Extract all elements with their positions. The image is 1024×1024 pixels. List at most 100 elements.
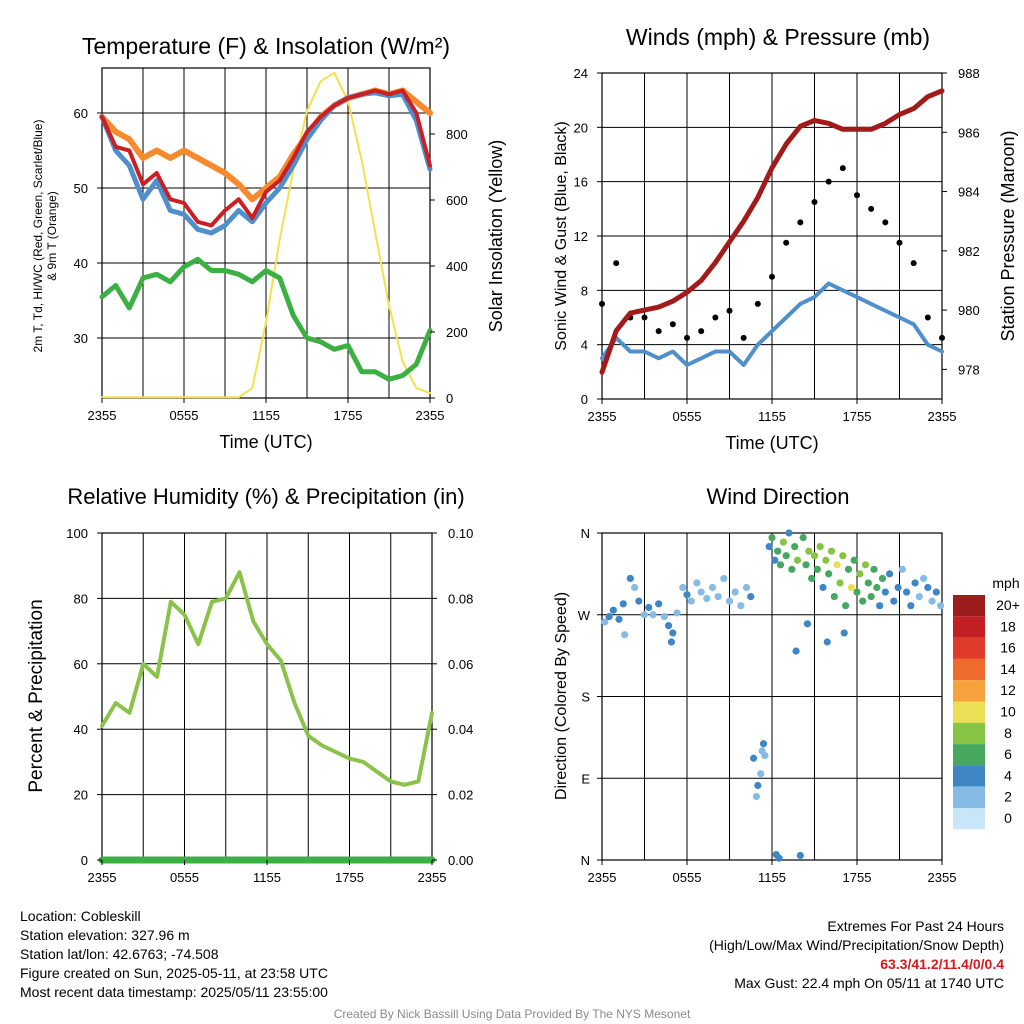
direction-point — [779, 538, 787, 546]
colorbar-label: 6 — [1004, 746, 1012, 762]
gust-point — [825, 178, 832, 185]
y-tick-label: S — [581, 690, 590, 705]
colorbar-label: 20+ — [996, 597, 1020, 613]
direction-point — [757, 770, 765, 778]
gust-point — [783, 239, 790, 246]
y2-tick-label: 986 — [958, 125, 980, 140]
gust-point — [924, 314, 931, 321]
direction-point — [687, 597, 695, 605]
direction-point — [915, 592, 923, 601]
direction-point — [714, 592, 722, 601]
colorbar-label: 18 — [1000, 618, 1016, 634]
colorbar-label: 16 — [1000, 640, 1016, 656]
x-tick-label: 1155 — [253, 870, 281, 885]
y2-tick-label: 984 — [958, 185, 980, 200]
direction-point — [850, 556, 858, 564]
gust-point — [740, 334, 747, 341]
x-tick-label: 0555 — [673, 409, 702, 424]
colorbar-swatch — [953, 595, 985, 617]
colorbar-swatch — [953, 786, 985, 808]
humidity-chart: Relative Humidity (%) & Precipitation (i… — [26, 484, 473, 885]
y2-axis-label: Solar Insolation (Yellow) — [486, 140, 506, 332]
x-tick-label: 2355 — [88, 408, 117, 423]
colorbar-swatch — [953, 722, 985, 745]
chart-title: Wind Direction — [706, 484, 849, 509]
direction-point — [810, 552, 819, 560]
colorbar-swatch — [953, 765, 985, 787]
direction-point — [842, 602, 850, 610]
x-tick-label: 2355 — [928, 409, 957, 424]
direction-point — [708, 583, 717, 592]
direction-point — [601, 618, 609, 626]
direction-point — [747, 592, 755, 601]
colorbar-swatch — [953, 701, 985, 723]
station-info: Location: Cobleskill Station elevation: … — [20, 907, 328, 1002]
y-axis-label: Percent & Precipitation — [26, 599, 47, 792]
colorbar-label: 2 — [1004, 789, 1012, 805]
direction-point — [799, 533, 807, 542]
extremes-panel: Extremes For Past 24 Hours (High/Low/Max… — [709, 917, 1004, 993]
direction-point — [805, 547, 813, 555]
direction-point — [693, 579, 701, 587]
gust-point — [882, 219, 889, 226]
chart-title: Relative Humidity (%) & Precipitation (i… — [67, 484, 464, 509]
direction-point — [859, 597, 867, 605]
y-axis-label: Direction (Colored By Speed) — [553, 592, 570, 800]
y2-tick-label: 982 — [958, 244, 980, 259]
y2-tick-label: 0.06 — [448, 657, 473, 672]
x-tick-label: 1755 — [843, 870, 872, 885]
direction-point — [890, 597, 898, 605]
y2-tick-label: 0.10 — [448, 526, 473, 541]
colorbar-swatch — [953, 658, 985, 681]
direction-point — [731, 588, 739, 596]
chart-title: Winds (mph) & Pressure (mb) — [626, 24, 930, 50]
direction-point — [720, 574, 728, 583]
y-tick-label: 30 — [74, 331, 88, 346]
y-tick-label: N — [581, 853, 590, 868]
y-tick-label: 8 — [581, 283, 588, 298]
direction-point — [752, 792, 761, 801]
direction-point — [861, 561, 870, 569]
x-tick-label: 2355 — [588, 870, 617, 885]
direction-point — [833, 561, 841, 569]
y-tick-label: 0 — [581, 392, 588, 407]
credit-line: Created By Nick Bassill Using Data Provi… — [333, 1007, 691, 1021]
series-line-humidity — [100, 570, 434, 787]
direction-point — [881, 588, 889, 596]
y-tick-label: 40 — [74, 256, 88, 271]
direction-point — [782, 552, 790, 560]
series-line-sonic-wind — [600, 281, 944, 367]
gust-point — [910, 260, 917, 267]
direction-point — [776, 561, 785, 569]
y-tick-label: 80 — [74, 591, 88, 606]
x-tick-label: 0555 — [170, 408, 199, 423]
x-tick-label: 1155 — [758, 409, 786, 424]
y2-axis-label: Station Pressure (Maroon) — [998, 130, 1018, 341]
x-axis-label: Time (UTC) — [725, 433, 818, 453]
y2-tick-label: 978 — [958, 362, 980, 377]
direction-point — [856, 570, 864, 578]
direction-point — [808, 574, 816, 583]
direction-point — [870, 565, 878, 573]
direction-point — [911, 579, 919, 587]
y2-tick-label: 600 — [446, 193, 468, 208]
direction-point — [867, 592, 875, 601]
direction-point — [924, 583, 932, 592]
y-tick-label: 40 — [74, 722, 88, 737]
direction-point — [725, 597, 734, 605]
gust-point — [868, 205, 875, 212]
x-tick-label: 2355 — [88, 870, 117, 885]
x-tick-label: 2355 — [928, 870, 957, 885]
colorbar-label: 10 — [1000, 704, 1016, 720]
y2-tick-label: 0.04 — [448, 722, 473, 737]
direction-point — [621, 631, 629, 639]
direction-point — [847, 583, 855, 592]
colorbar-label: 14 — [1000, 661, 1016, 677]
direction-point — [774, 547, 782, 555]
gust-point — [613, 260, 620, 267]
direction-point — [844, 565, 853, 573]
winds-chart: Winds (mph) & Pressure (mb) 0 4 8 12 16 20 24 97… — [553, 24, 1018, 453]
x-tick-label: 1755 — [335, 870, 364, 885]
direction-point — [761, 751, 769, 760]
colorbar-swatch — [953, 808, 985, 830]
